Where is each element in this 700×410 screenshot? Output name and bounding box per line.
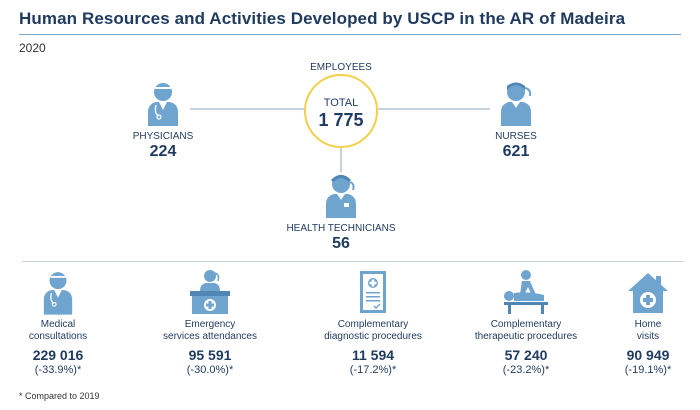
total-value: 1 775 <box>318 110 364 130</box>
activity-value: 229 016 <box>32 347 84 363</box>
doctor-icon <box>43 272 73 315</box>
total-label: TOTAL <box>323 97 359 109</box>
massage-therapy-icon <box>504 270 548 314</box>
activity-label-line1: Complementary <box>337 319 409 330</box>
employees-header: EMPLOYEES <box>310 62 372 73</box>
physician-icon <box>148 83 178 126</box>
activity-value: 57 240 <box>504 347 548 363</box>
activity-change: (-19.1%)* <box>624 364 672 376</box>
connector-physicians <box>190 108 304 110</box>
activity-label-line2: services attendances <box>163 331 257 342</box>
page-title: Human Resources and Activities Developed… <box>19 9 626 28</box>
activity-label-line2: diagnostic procedures <box>324 331 422 342</box>
connector-nurses <box>378 108 490 110</box>
activity-value: 95 591 <box>188 347 232 363</box>
physicians-label: PHYSICIANS <box>132 131 194 142</box>
health-technician-icon <box>326 175 356 218</box>
activity-label-line1: Medical <box>40 319 76 330</box>
title-divider <box>19 34 681 35</box>
activity-change: (-23.2%)* <box>502 364 550 376</box>
reception-desk-icon <box>190 270 230 314</box>
activity-label-line2: consultations <box>28 331 88 342</box>
technicians-value: 56 <box>332 235 350 252</box>
activity-value: 11 594 <box>351 347 395 363</box>
activity-emergency-attendances: Emergency services attendances 95 591 (-… <box>140 265 280 376</box>
nurses-label: NURSES <box>495 131 537 142</box>
activity-value: 90 949 <box>626 347 670 363</box>
activity-change: (-33.9%)* <box>34 364 82 376</box>
technicians-label: HEALTH TECHNICIANS <box>286 223 396 234</box>
physicians-value: 224 <box>149 143 177 160</box>
activity-label-line2: therapeutic procedures <box>474 331 578 342</box>
activity-label-line1: Complementary <box>490 319 562 330</box>
nurse-icon <box>501 82 532 126</box>
activity-therapeutic-procedures: Complementary therapeutic procedures 57 … <box>456 265 596 376</box>
section-divider <box>22 261 684 262</box>
footnote: * Compared to 2019 <box>19 391 100 401</box>
activity-diagnostic-procedures: Complementary diagnostic procedures 11 5… <box>303 265 443 376</box>
connector-technicians <box>340 148 342 172</box>
activity-medical-consultations: Medical consultations 229 016 (-33.9%)* <box>0 265 128 376</box>
year-label: 2020 <box>19 41 46 55</box>
activity-home-visits: Home visits 90 949 (-19.1%)* <box>578 265 700 376</box>
total-circle: TOTAL 1 775 <box>304 74 378 148</box>
activity-change: (-30.0%)* <box>186 364 234 376</box>
home-medical-icon <box>628 273 668 313</box>
nurses-value: 621 <box>502 143 530 160</box>
medical-document-icon <box>360 271 386 313</box>
activity-label-line2: visits <box>636 331 660 342</box>
activity-label-line1: Emergency <box>184 319 236 330</box>
activity-change: (-17.2%)* <box>349 364 397 376</box>
activity-label-line1: Home <box>634 319 662 330</box>
